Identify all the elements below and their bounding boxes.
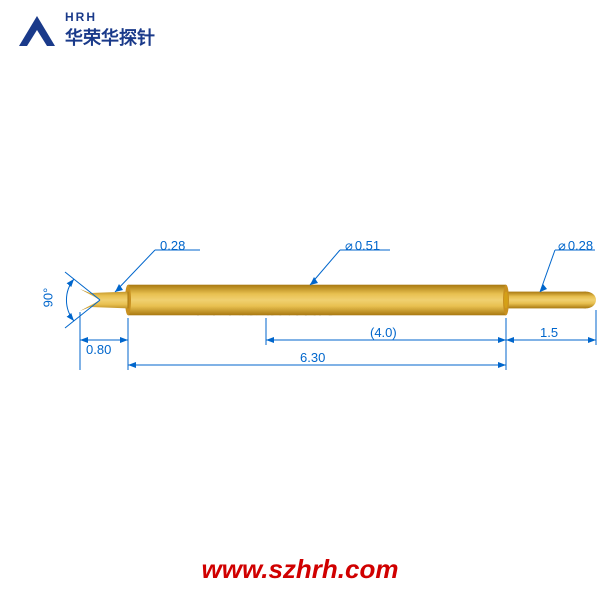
dim-tail-diameter — [540, 250, 595, 292]
dim-body-diameter — [310, 250, 390, 285]
label-body-diameter: 0.51 — [345, 238, 380, 254]
label-overall-length: 6.30 — [300, 350, 325, 365]
label-tip-diameter: 0.28 — [160, 238, 185, 253]
engineering-drawing — [0, 0, 600, 600]
label-tail-diameter: 0.28 — [558, 238, 593, 254]
footer-url: www.szhrh.com — [0, 554, 600, 585]
label-tail-length: 1.5 — [540, 325, 558, 340]
label-tip-angle: 90° — [40, 288, 55, 308]
dim-tip-angle — [65, 272, 100, 328]
probe-pin — [80, 285, 596, 316]
label-tip-length: 0.80 — [86, 342, 111, 357]
label-stroke: (4.0) — [370, 325, 397, 340]
dim-horizontal — [80, 340, 596, 365]
